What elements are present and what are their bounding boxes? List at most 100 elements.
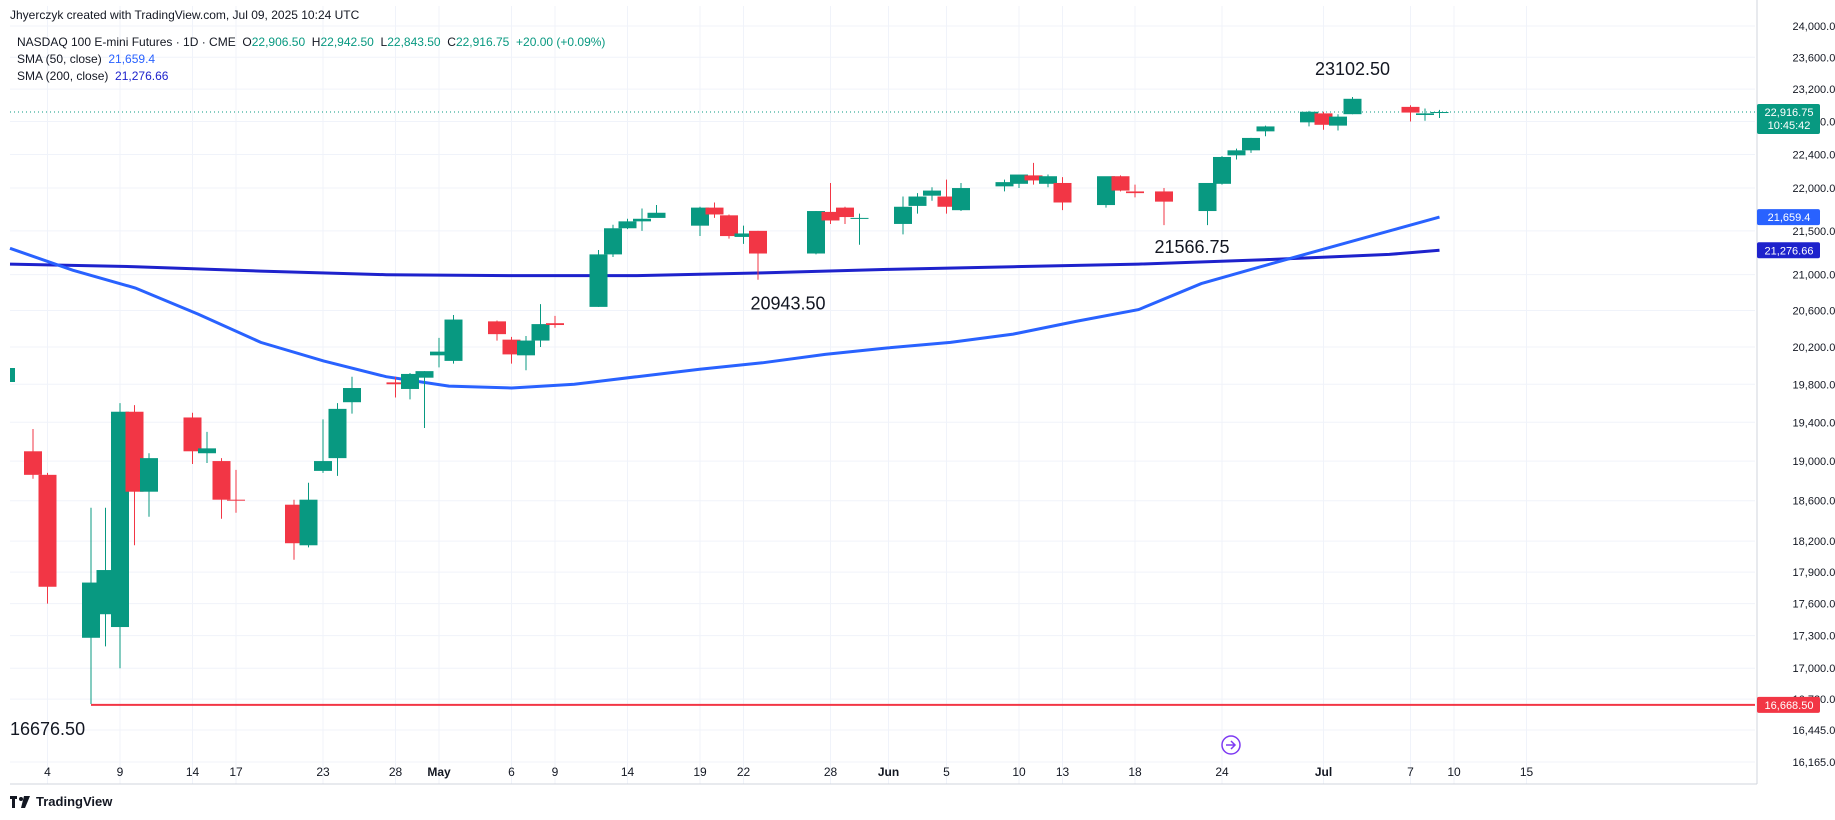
candle[interactable]	[923, 187, 941, 201]
candle[interactable]	[937, 179, 956, 214]
candle[interactable]	[1126, 184, 1144, 198]
x-tick-label: 10	[1447, 765, 1461, 779]
candle[interactable]	[1256, 125, 1275, 137]
support-price-tag-text: 16,668.50	[1765, 700, 1814, 712]
candle[interactable]	[285, 499, 303, 560]
candle[interactable]	[1155, 188, 1173, 226]
sma50-path	[9, 215, 1440, 390]
candle[interactable]	[1430, 109, 1449, 118]
candle[interactable]	[212, 458, 231, 519]
candle[interactable]	[1053, 177, 1072, 211]
candle[interactable]	[1010, 174, 1028, 189]
candle[interactable]	[1198, 182, 1217, 226]
candle[interactable]	[1227, 148, 1246, 160]
sma50-line	[9, 215, 1440, 390]
candle[interactable]	[1401, 105, 1420, 122]
candle-body	[502, 339, 521, 355]
candle-body	[82, 582, 100, 638]
candle[interactable]	[1343, 96, 1362, 115]
candle[interactable]	[995, 179, 1014, 192]
x-tick-label: 19	[693, 765, 707, 779]
candle[interactable]	[1416, 108, 1434, 121]
sma200-legend-row[interactable]: SMA (200, close) 21,276.66	[17, 68, 605, 85]
y-tick-label: 17,900.00	[1793, 567, 1835, 579]
goto-realtime-icon[interactable]	[1221, 735, 1241, 755]
candle[interactable]	[24, 428, 42, 479]
candle[interactable]	[38, 472, 57, 604]
candle[interactable]	[1111, 175, 1130, 192]
tradingview-logo-icon	[10, 795, 30, 808]
candle-body	[691, 207, 709, 226]
candle[interactable]	[604, 224, 622, 258]
candle[interactable]	[705, 202, 724, 218]
candle[interactable]	[198, 431, 216, 464]
price-axis[interactable]: 24,000.0023,600.0023,200.0022,800.0022,4…	[1756, 0, 1835, 784]
candle[interactable]	[401, 373, 419, 400]
candle[interactable]	[125, 405, 144, 546]
sma200-line	[9, 248, 1440, 278]
candle[interactable]	[314, 419, 332, 473]
candle[interactable]	[140, 453, 158, 517]
candle[interactable]	[415, 371, 434, 429]
candle[interactable]	[908, 193, 927, 214]
candle[interactable]	[82, 507, 100, 704]
candle[interactable]	[1039, 174, 1057, 188]
candle-body	[821, 211, 840, 221]
tradingview-watermark[interactable]: TradingView	[10, 794, 112, 809]
candle[interactable]	[531, 304, 550, 348]
candle-body	[1213, 156, 1231, 184]
candle[interactable]	[734, 225, 753, 244]
y-tick-label: 19,400.00	[1793, 417, 1835, 429]
candle[interactable]	[502, 336, 521, 364]
candle[interactable]	[343, 376, 361, 414]
candle[interactable]	[894, 196, 912, 235]
candle[interactable]	[691, 206, 709, 237]
x-tick-label: 10	[1012, 765, 1026, 779]
candle[interactable]	[1300, 110, 1318, 127]
y-tick-label: 22,000.00	[1793, 183, 1835, 195]
candle-body	[328, 408, 347, 459]
sma50-legend-row[interactable]: SMA (50, close) 21,659.4	[17, 51, 605, 68]
candle[interactable]	[836, 206, 854, 224]
candle[interactable]	[1024, 162, 1043, 185]
ohlc-row[interactable]: NASDAQ 100 E-mini Futures · 1D · CME O22…	[17, 34, 605, 51]
candle[interactable]	[111, 403, 129, 669]
candle[interactable]	[299, 482, 318, 548]
y-tick-label: 20,600.00	[1793, 305, 1835, 317]
candle[interactable]	[1213, 156, 1231, 185]
candle[interactable]	[647, 205, 666, 218]
candle[interactable]	[227, 469, 245, 513]
candle-body	[517, 340, 535, 356]
symbol-title[interactable]: NASDAQ 100 E-mini Futures · 1D · CME	[17, 35, 236, 49]
candle[interactable]	[517, 335, 535, 371]
candle[interactable]	[328, 403, 347, 476]
candle[interactable]	[618, 218, 637, 230]
candle[interactable]	[430, 337, 448, 368]
candle-body	[633, 218, 651, 222]
candle[interactable]	[633, 208, 651, 231]
candle[interactable]	[850, 213, 869, 245]
candle[interactable]	[952, 182, 970, 212]
candle[interactable]	[1329, 114, 1347, 131]
time-axis[interactable]: 4 9 14 17 23 28 May 6 9 14 19 22 28 Jun 5 10 13 18 24 Jul 7 1…	[10, 765, 1757, 785]
candle-body	[1010, 174, 1028, 184]
candle[interactable]	[749, 230, 767, 280]
high-value: 22,942.50	[320, 35, 374, 49]
x-tick-label: 23	[316, 765, 330, 779]
candle[interactable]	[444, 315, 463, 364]
candles[interactable]	[10, 96, 1449, 704]
candle[interactable]	[589, 250, 608, 307]
candle[interactable]	[807, 211, 825, 255]
candle[interactable]	[720, 214, 738, 239]
x-tick-label: Jul	[1315, 765, 1332, 779]
candle[interactable]	[1097, 176, 1115, 208]
candle[interactable]	[1242, 137, 1260, 153]
candle[interactable]	[386, 376, 405, 398]
candle[interactable]	[488, 320, 506, 341]
candle[interactable]	[96, 507, 115, 647]
candle[interactable]	[1314, 111, 1333, 130]
candle[interactable]	[183, 412, 202, 465]
candle[interactable]	[821, 182, 840, 224]
candle[interactable]	[546, 315, 564, 328]
